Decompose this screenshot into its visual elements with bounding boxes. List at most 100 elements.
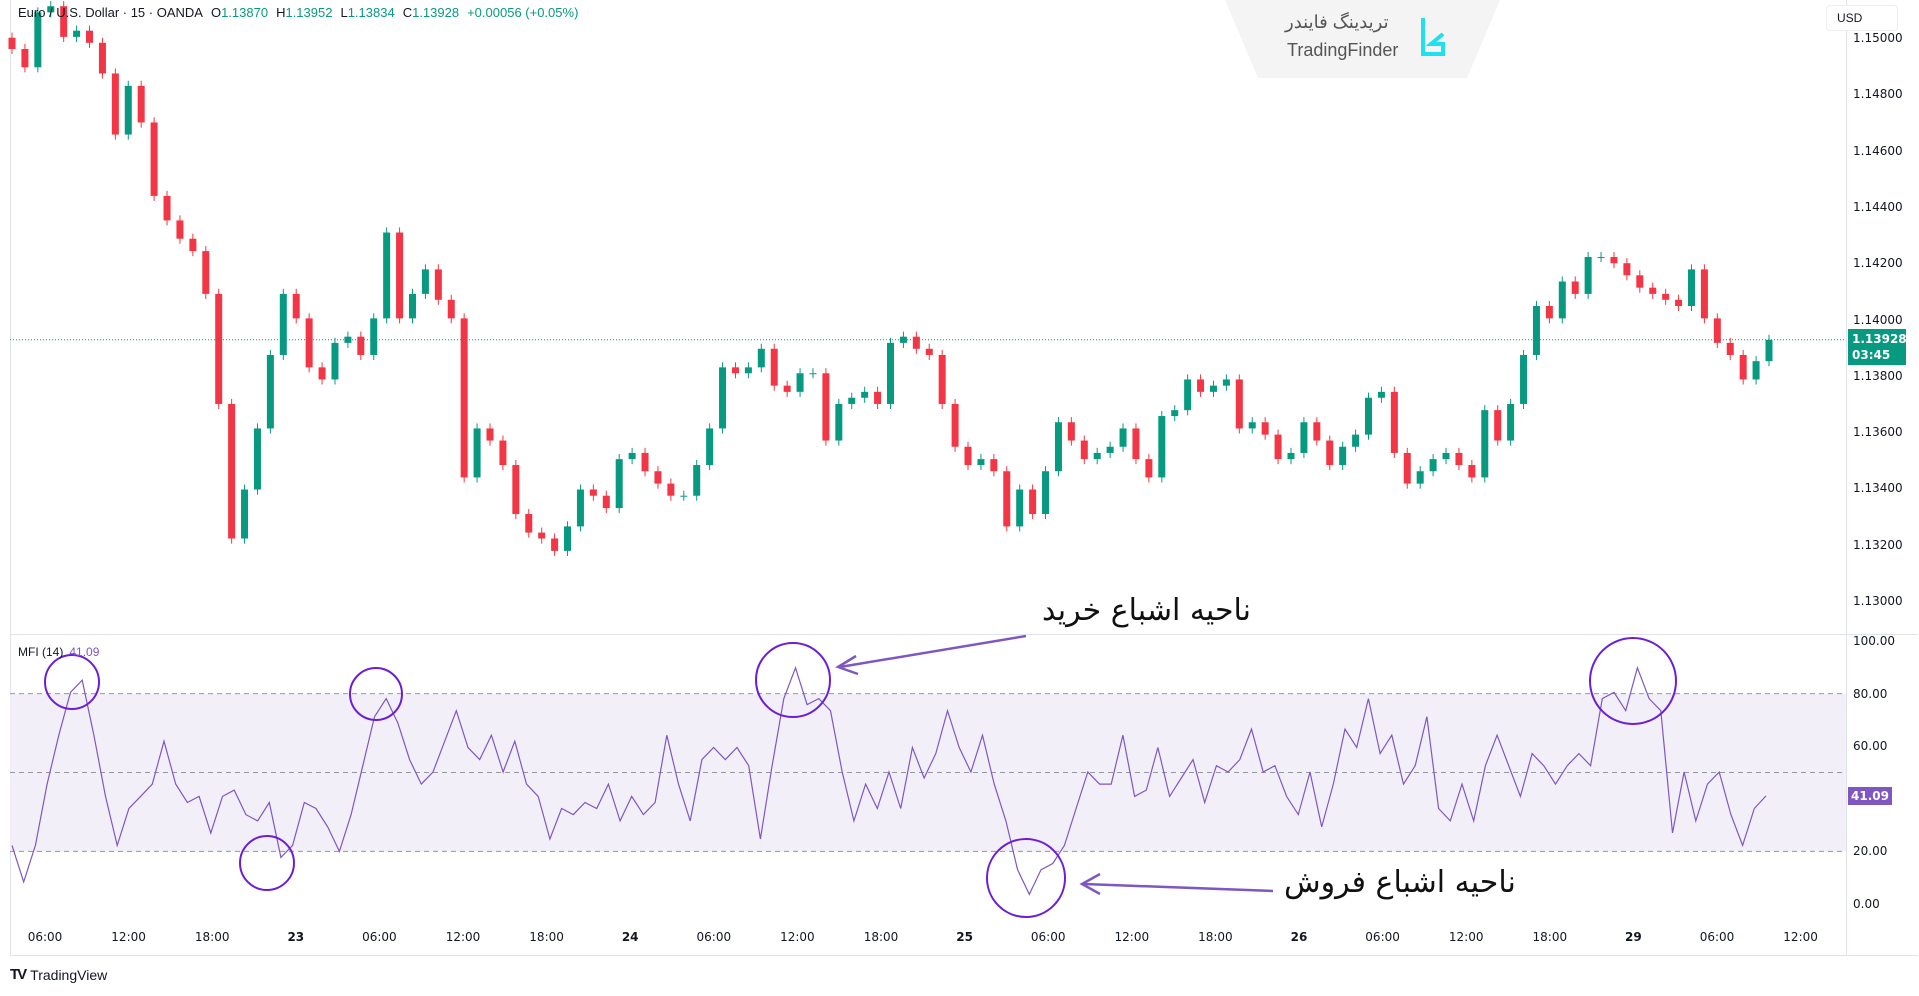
time-tick-label: 06:00 xyxy=(1030,930,1066,944)
candle-body xyxy=(1067,422,1075,441)
candle-body xyxy=(434,269,442,300)
candle-body xyxy=(1610,257,1618,264)
candle-body xyxy=(680,495,688,497)
candle-body xyxy=(228,403,236,539)
candle-body xyxy=(576,489,584,527)
candle-body xyxy=(1558,281,1566,319)
candle-body xyxy=(137,85,145,123)
candle-body xyxy=(1235,379,1243,429)
candle-body xyxy=(292,293,300,319)
overbought-arrow xyxy=(839,634,1027,669)
candle-body xyxy=(693,465,701,496)
time-tick-label: 29 xyxy=(1625,930,1642,944)
candle-body xyxy=(1093,452,1101,460)
mfi-band xyxy=(10,693,1846,852)
candle-body xyxy=(887,342,894,404)
candle-body xyxy=(1752,361,1760,380)
candles xyxy=(8,1,1773,556)
time-tick-label: 12:00 xyxy=(780,930,815,944)
candle-body xyxy=(938,354,946,404)
candle-body xyxy=(202,251,210,294)
time-tick-label: 23 xyxy=(287,930,305,944)
candle-body xyxy=(163,195,171,221)
mfi-line xyxy=(11,665,1767,896)
candle-body xyxy=(1545,305,1553,319)
candle-body xyxy=(1390,391,1398,453)
price-tick-label: 1.14600 xyxy=(1853,143,1903,158)
oversold-annotation: ناحیه اشباع فروش xyxy=(1284,865,1516,900)
candle-body xyxy=(1571,281,1579,294)
candle-body xyxy=(305,318,313,368)
candle-body xyxy=(654,471,662,484)
candle-body xyxy=(731,367,739,374)
candle-body xyxy=(1687,269,1695,306)
left-border xyxy=(10,0,11,955)
candle-body xyxy=(1365,397,1373,435)
candle-body xyxy=(912,336,920,349)
candle-body xyxy=(1377,391,1385,398)
pane-divider[interactable] xyxy=(10,634,1918,635)
tradingview-label: TradingView xyxy=(30,966,108,983)
highlight-circle xyxy=(986,838,1066,918)
candle-body xyxy=(1765,339,1773,362)
candle-body xyxy=(1481,410,1489,478)
currency-button[interactable]: USD xyxy=(1826,5,1898,31)
price-tick-label: 1.13600 xyxy=(1853,425,1903,440)
change-value: +0.00056 (+0.05%) xyxy=(467,5,579,20)
candle-body xyxy=(551,538,559,551)
time-tick-label: 06:00 xyxy=(362,930,397,944)
candle-body xyxy=(1726,342,1734,355)
time-tick-label: 18:00 xyxy=(194,930,230,944)
time-axis-border xyxy=(10,955,1918,956)
candle-body xyxy=(951,403,959,447)
candle-body xyxy=(111,73,119,135)
low-value: 1.13834 xyxy=(347,5,395,20)
candle-body xyxy=(486,428,494,441)
time-tick-label: 24 xyxy=(621,930,639,944)
annotation-marks xyxy=(44,634,1677,918)
candle-body xyxy=(615,459,623,509)
price-tick-label: 1.13000 xyxy=(1853,594,1903,608)
candle-body xyxy=(1313,422,1321,441)
candle-body xyxy=(1145,459,1153,478)
watermark-en-text: TradingFinder xyxy=(1287,40,1399,60)
candle-body xyxy=(1507,403,1515,441)
candle-body xyxy=(98,42,106,74)
candle-body xyxy=(1442,452,1450,460)
candle-body xyxy=(1649,287,1657,294)
candle-body xyxy=(667,483,675,496)
price-axis-border xyxy=(1846,0,1847,955)
high-value: 1.13952 xyxy=(285,5,333,20)
tradingview-branding[interactable]: TV TradingView xyxy=(10,966,107,983)
highlight-circle xyxy=(349,667,403,721)
candle-body xyxy=(1248,422,1256,429)
highlight-circle xyxy=(1589,637,1677,725)
price-tick-label: 1.14800 xyxy=(1853,87,1903,102)
tradingview-logo-icon: TV xyxy=(10,966,27,983)
symbol-title[interactable]: Euro / U.S. Dollar · 15 · OANDA xyxy=(18,5,203,20)
oversold-arrowhead-icon xyxy=(1079,872,1101,896)
candle-body xyxy=(1003,471,1011,527)
candle-body xyxy=(73,30,81,37)
candle-body xyxy=(215,293,223,404)
candle-body xyxy=(279,293,287,355)
candle-body xyxy=(538,532,546,539)
candle-body xyxy=(318,367,326,380)
candle-body xyxy=(124,85,132,135)
time-tick-label: 12:00 xyxy=(1114,930,1150,944)
mfi-legend[interactable]: MFI (14) 41.09 xyxy=(18,645,99,659)
candle-body xyxy=(1468,465,1476,478)
candle-body xyxy=(525,514,533,533)
time-tick-label: 06:00 xyxy=(696,930,732,944)
candle-body xyxy=(874,391,882,404)
time-tick-label: 18:00 xyxy=(529,930,564,944)
candle-body xyxy=(1713,318,1721,343)
watermark-fa-text: تریدینگ فایندر xyxy=(1285,12,1389,32)
candle-body xyxy=(1662,293,1670,300)
candle-body xyxy=(1042,471,1050,515)
candle-body xyxy=(1675,299,1683,306)
candle-body xyxy=(473,428,481,478)
candle-body xyxy=(1352,434,1360,447)
candle-body xyxy=(266,354,274,429)
